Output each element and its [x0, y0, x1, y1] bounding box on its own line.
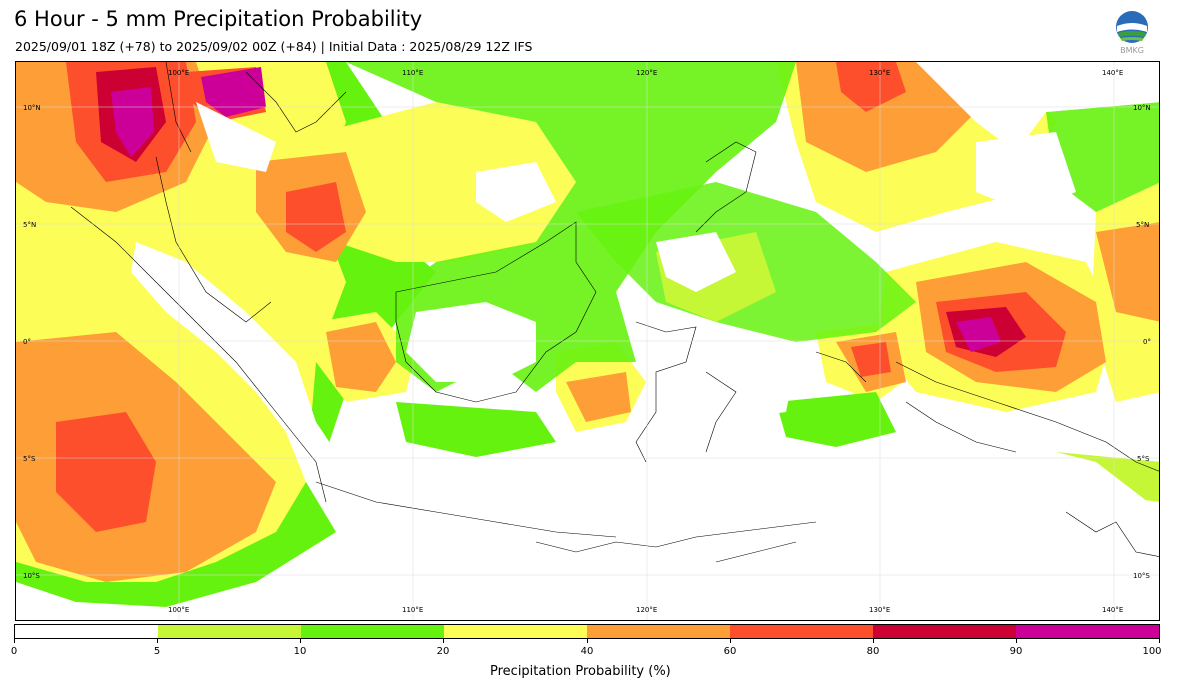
lat-label: 5°N [23, 221, 36, 229]
colorbar-tick-label: 20 [436, 646, 450, 657]
lat-label: 0° [1143, 338, 1151, 346]
map-title: 6 Hour - 5 mm Precipitation Probability [14, 7, 423, 31]
lat-label: 10°N [23, 104, 41, 112]
colorbar-segment [15, 625, 158, 638]
colorbar-tick-label: 0 [10, 646, 18, 657]
colorbar-tick [873, 639, 874, 643]
bmkg-logo-icon: BMKG [1116, 11, 1148, 55]
lat-label: 5°S [1137, 455, 1150, 463]
lon-label: 110°E [402, 606, 423, 614]
colorbar-tick-label: 5 [153, 646, 161, 657]
lat-label: 0° [23, 338, 31, 346]
map-svg: 100°E 110°E 120°E 130°E 140°E 100°E 110°… [16, 62, 1159, 620]
graticule [16, 62, 1159, 620]
lon-label: 110°E [402, 69, 423, 77]
colorbar-tick [587, 639, 588, 643]
colorbar-segment [730, 625, 873, 638]
lat-label: 5°S [23, 455, 36, 463]
lat-label: 10°S [23, 572, 40, 580]
lat-label: 10°S [1133, 572, 1150, 580]
lat-label: 10°N [1133, 104, 1151, 112]
colorbar-segment [301, 625, 444, 638]
lat-label: 5°N [1136, 221, 1149, 229]
colorbar-tick [300, 639, 301, 643]
lon-label: 120°E [636, 606, 657, 614]
colorbar-tick [1159, 639, 1160, 643]
colorbar-tick [730, 639, 731, 643]
precipitation-map: 100°E 110°E 120°E 130°E 140°E 100°E 110°… [15, 61, 1160, 621]
colorbar-tick [443, 639, 444, 643]
lon-labels-bottom: 100°E 110°E 120°E 130°E 140°E [168, 606, 1123, 614]
colorbar-segment [444, 625, 587, 638]
lon-label: 120°E [636, 69, 657, 77]
prob-field-magenta [111, 67, 1001, 352]
colorbar-tick-label: 40 [580, 646, 594, 657]
colorbar-tick-label: 10 [293, 646, 307, 657]
colorbar-segment [873, 625, 1016, 638]
colorbar-title: Precipitation Probability (%) [490, 664, 671, 679]
lon-label: 130°E [869, 69, 890, 77]
map-subtitle: 2025/09/01 18Z (+78) to 2025/09/02 00Z (… [15, 39, 533, 54]
colorbar-tick-label: 60 [723, 646, 737, 657]
colorbar-segment [587, 625, 730, 638]
lon-label: 130°E [869, 606, 890, 614]
colorbar-tick [14, 639, 15, 643]
coastlines [70, 62, 1159, 563]
lon-label: 140°E [1102, 606, 1123, 614]
colorbar [14, 624, 1160, 639]
colorbar-tick-label: 90 [1009, 646, 1023, 657]
lon-labels-top: 100°E 110°E 120°E 130°E 140°E [168, 69, 1123, 77]
lat-labels-right: 10°N 5°N 0° 5°S 10°S [1133, 104, 1151, 580]
bmkg-logo: BMKG [1113, 10, 1151, 56]
logo-text: BMKG [1120, 46, 1144, 55]
lat-labels-left: 10°N 5°N 0° 5°S 10°S [23, 104, 41, 580]
lon-label: 140°E [1102, 69, 1123, 77]
colorbar-segment [158, 625, 301, 638]
lon-label: 100°E [168, 69, 189, 77]
colorbar-tick-label: 80 [866, 646, 880, 657]
colorbar-tick-label: 100 [1142, 646, 1162, 657]
lon-label: 100°E [168, 606, 189, 614]
colorbar-segment [1016, 625, 1159, 638]
colorbar-tick [1016, 639, 1017, 643]
colorbar-tick [157, 639, 158, 643]
